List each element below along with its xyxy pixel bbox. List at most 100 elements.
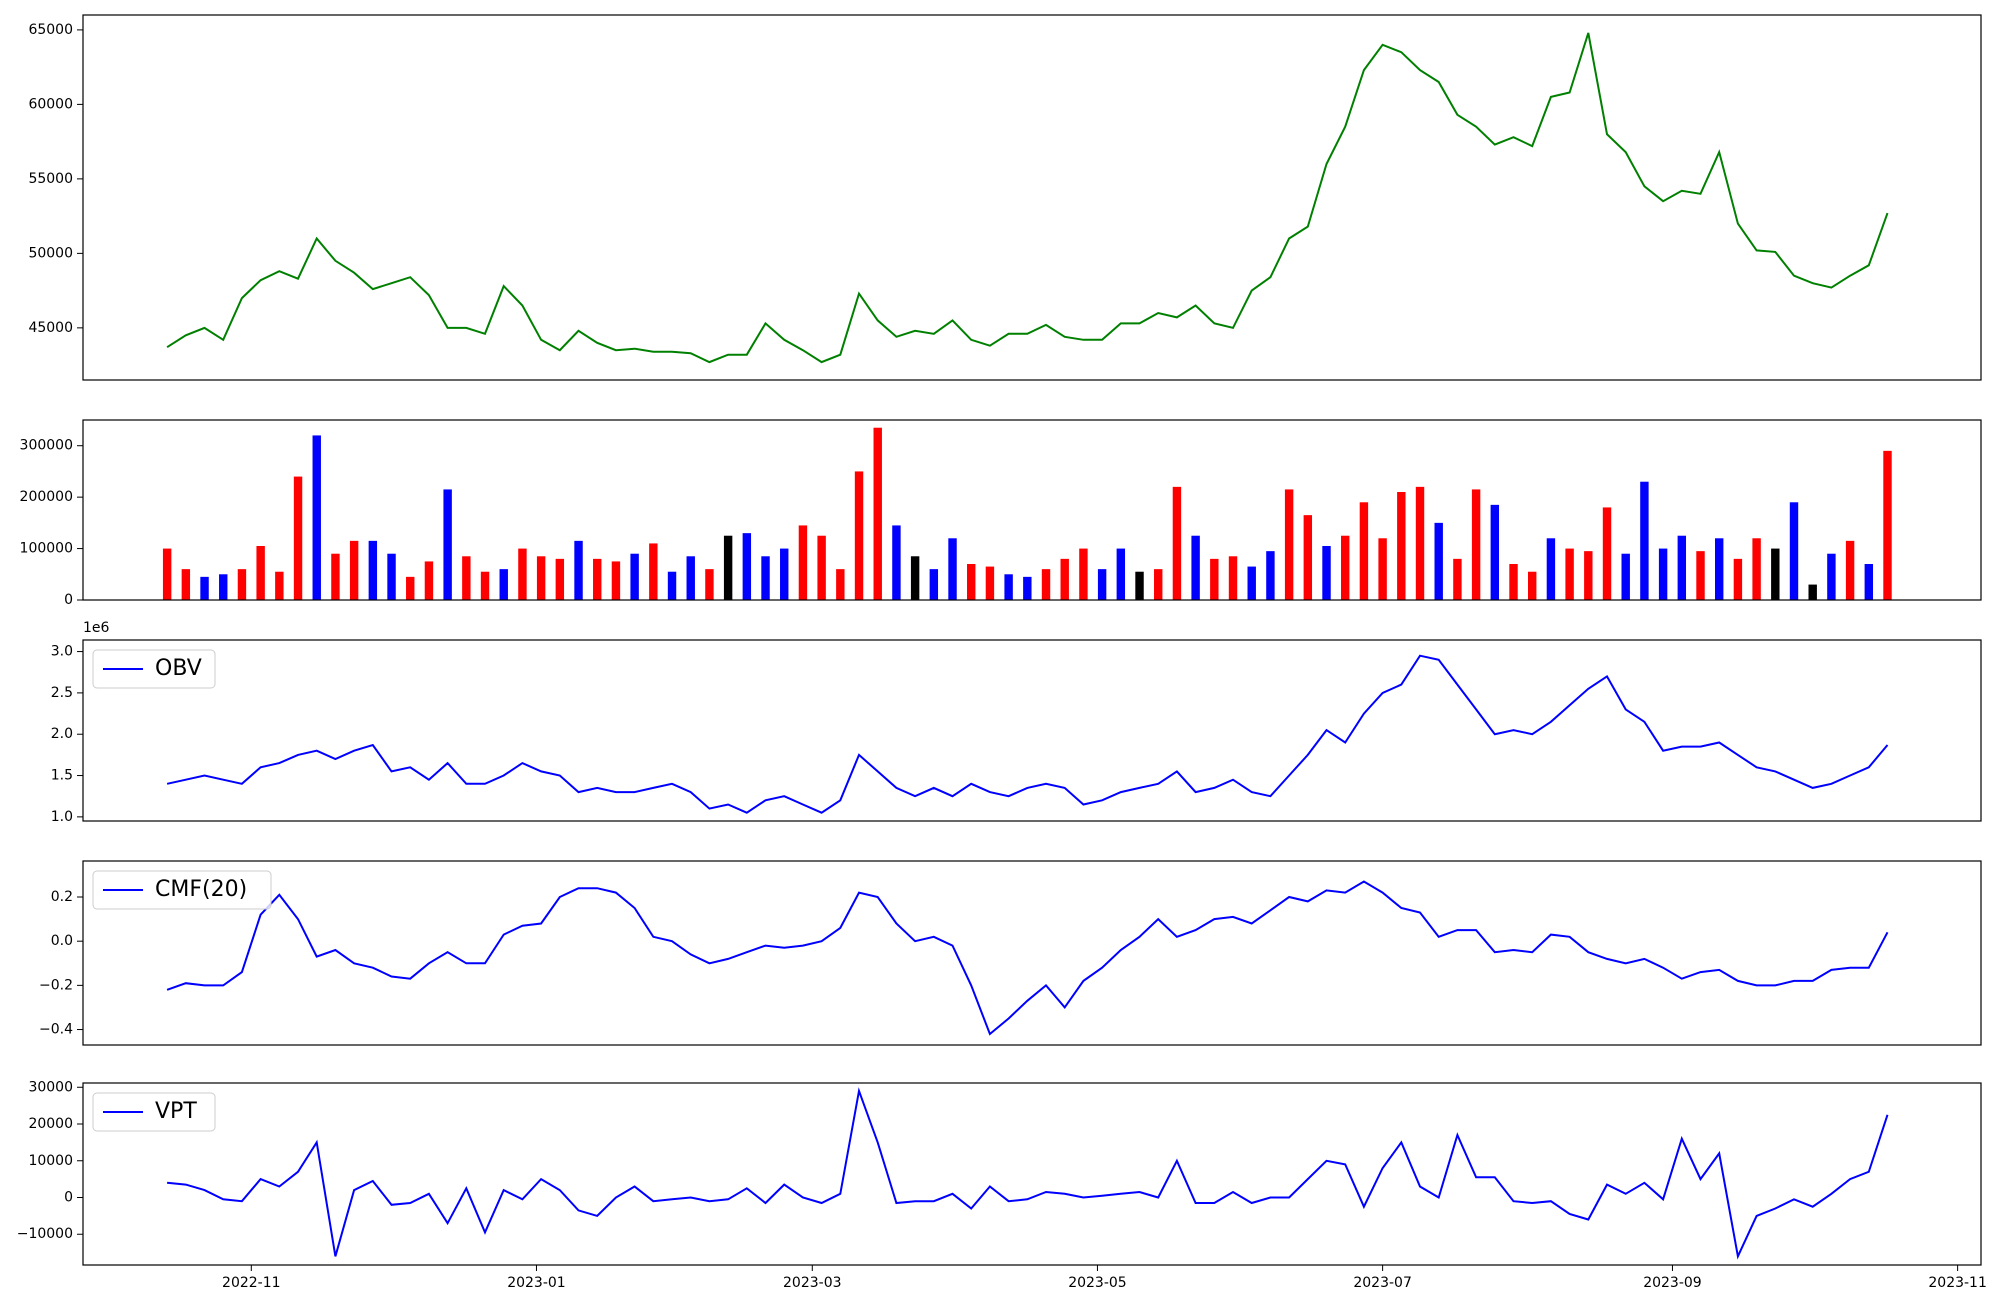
axes-frame [82, 419, 1982, 601]
bar [1135, 571, 1144, 600]
axes-frame [82, 14, 1982, 381]
bar [1771, 548, 1780, 600]
y-tick-label: 1.0 [51, 809, 73, 825]
y-tick-label: 0 [64, 592, 73, 608]
bar [798, 525, 808, 600]
bar [480, 571, 490, 600]
bar [948, 538, 957, 600]
bar [1228, 556, 1238, 600]
bar [1266, 551, 1275, 600]
bar [1883, 450, 1892, 600]
bar [1210, 558, 1219, 600]
y-tick-label: 0.2 [51, 889, 73, 905]
bar [312, 435, 321, 600]
bar [611, 561, 621, 600]
bar [443, 489, 452, 600]
bar [1752, 538, 1761, 600]
bar [536, 556, 546, 600]
axes-frame [82, 639, 1982, 822]
bar [349, 540, 359, 600]
bar [424, 561, 434, 600]
bar [817, 535, 826, 600]
line [166, 32, 1889, 364]
y-tick-label: 200000 [20, 489, 73, 505]
y-tick-label: 0 [64, 1189, 73, 1205]
y-tick-label: 50000 [28, 245, 73, 261]
bar [1041, 569, 1051, 600]
bar [630, 553, 639, 600]
bar [219, 574, 228, 600]
x-tick-label: 2022-11 [222, 1275, 281, 1291]
line [167, 1087, 1889, 1260]
bar [1677, 535, 1687, 600]
bar [705, 569, 714, 600]
bar [854, 471, 864, 600]
bar [761, 556, 770, 600]
bar [667, 571, 677, 600]
y-tick-label: −0.4 [39, 1022, 73, 1038]
axes-frame [82, 1082, 1982, 1266]
legend-label: VPT [155, 1099, 197, 1124]
bar [1546, 538, 1556, 600]
bar [1284, 489, 1294, 600]
bar [1004, 574, 1013, 600]
bar [649, 543, 658, 600]
x-tick-label: 2023-03 [783, 1275, 842, 1291]
bar [1696, 551, 1705, 600]
y-tick-label: 30000 [28, 1079, 73, 1095]
bar [1341, 535, 1350, 600]
bar [1247, 566, 1256, 600]
bar [1640, 481, 1649, 600]
bar [387, 553, 396, 600]
bar [1097, 569, 1107, 600]
bar [1565, 548, 1574, 600]
bar [780, 548, 789, 600]
bar [1172, 486, 1182, 600]
x-tick-label: 2023-01 [507, 1275, 566, 1291]
bar [1453, 558, 1462, 600]
bar [1845, 540, 1855, 600]
bar [1490, 504, 1500, 600]
bar [1509, 564, 1518, 600]
legend-box [92, 1092, 216, 1132]
bar [1060, 558, 1069, 600]
y-tick-label: 55000 [28, 171, 73, 187]
y-tick-label: 0.0 [51, 933, 73, 949]
x-tick-label: 2023-05 [1068, 1275, 1127, 1291]
bar [499, 569, 508, 600]
bar [1322, 546, 1331, 600]
legend-label: CMF(20) [155, 877, 247, 902]
bar [929, 569, 939, 600]
bar [162, 548, 172, 600]
bar [256, 546, 265, 600]
bar [1733, 558, 1743, 600]
y-tick-label: 300000 [20, 438, 73, 454]
bar [181, 569, 191, 600]
bar [1378, 538, 1387, 600]
y-tick-label: 60000 [28, 96, 73, 112]
bar [1864, 564, 1874, 600]
bar [742, 533, 752, 600]
x-tick-label: 2023-07 [1353, 1275, 1412, 1291]
bar [275, 571, 284, 600]
bar [985, 566, 995, 600]
bar [1602, 507, 1612, 600]
axes-frame [82, 860, 1982, 1046]
bar [1359, 502, 1369, 600]
y-tick-label: 2.0 [51, 726, 73, 742]
bar [723, 535, 733, 600]
bar [1808, 584, 1817, 600]
y-offset-label: 1e6 [83, 620, 110, 636]
bar [1471, 489, 1481, 600]
y-tick-label: 10000 [28, 1153, 73, 1169]
bar [1116, 548, 1126, 600]
bar [873, 427, 882, 600]
bar [1789, 502, 1799, 600]
legend-box [92, 649, 216, 689]
line [166, 880, 1889, 1036]
bar [1584, 551, 1593, 600]
bar [1621, 553, 1630, 600]
y-tick-label: 65000 [28, 22, 73, 38]
bar [1079, 548, 1088, 600]
